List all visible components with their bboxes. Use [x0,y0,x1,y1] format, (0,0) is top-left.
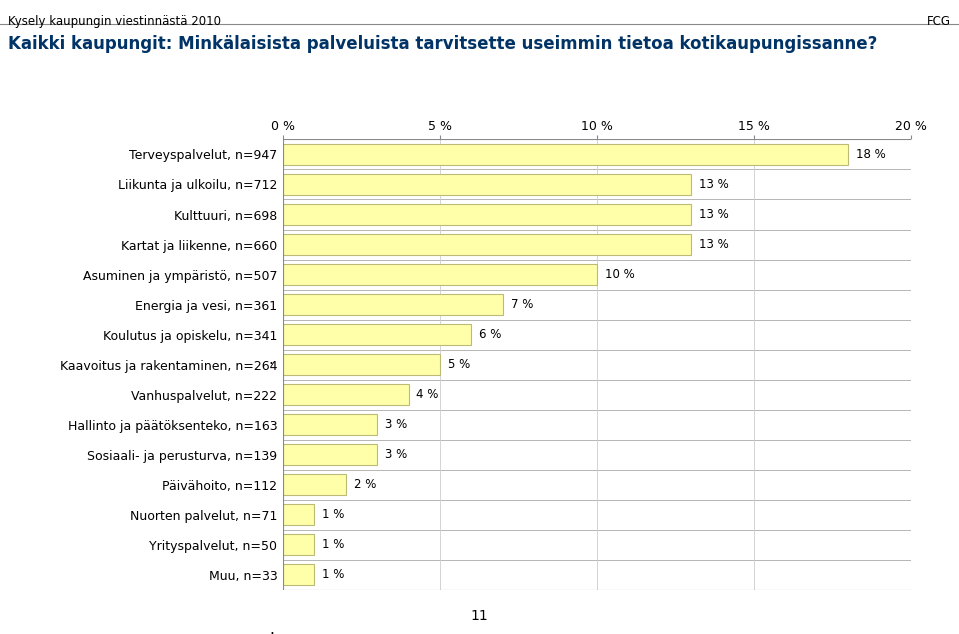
Text: 2 %: 2 % [354,478,376,491]
Text: 3 %: 3 % [385,418,408,431]
Bar [283,474,345,495]
Text: 1 %: 1 % [322,538,344,551]
Bar [283,384,409,405]
Text: Kaikki kaupungit: Minkälaisista palveluista tarvitsette useimmin tietoa kotikaup: Kaikki kaupungit: Minkälaisista palvelui… [8,35,877,53]
Text: 3 %: 3 % [385,448,408,461]
Text: 13 %: 13 % [699,178,729,191]
Bar [283,504,315,526]
Bar [283,324,471,346]
Text: 6 %: 6 % [480,328,502,341]
Bar [283,144,849,165]
Text: 7 %: 7 % [510,298,533,311]
Bar [283,534,315,555]
Text: 13 %: 13 % [699,238,729,251]
Bar [283,354,440,375]
Bar [283,234,691,256]
Text: FCG: FCG [927,15,951,28]
Bar [283,294,503,315]
Text: 10 %: 10 % [605,268,635,281]
Bar [283,414,377,436]
Text: Kysely kaupungin viestinnästä 2010: Kysely kaupungin viestinnästä 2010 [8,15,221,28]
Text: 5 %: 5 % [448,358,470,371]
Bar [283,564,315,585]
Text: 1 %: 1 % [322,568,344,581]
Bar [283,204,691,225]
Text: ·: · [268,357,273,372]
Bar [283,444,377,465]
Text: 1 %: 1 % [322,508,344,521]
Bar [283,174,691,195]
Text: 18 %: 18 % [856,148,886,161]
Bar [283,264,596,285]
Text: 4 %: 4 % [416,388,439,401]
Text: 11: 11 [471,609,488,623]
Text: ·: · [269,626,274,634]
Text: 13 %: 13 % [699,208,729,221]
